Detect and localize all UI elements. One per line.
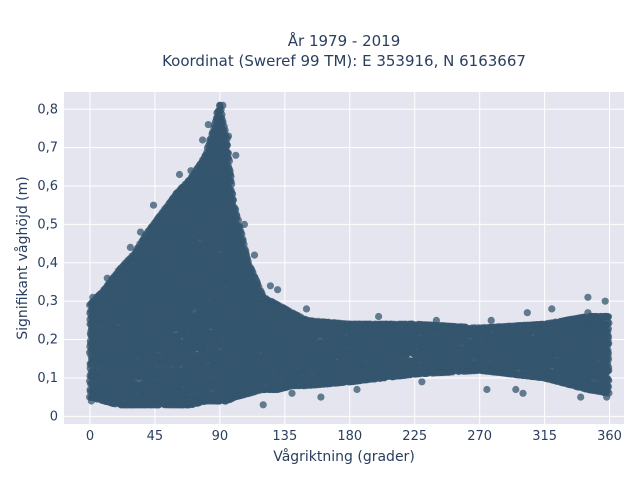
data-point [227,172,235,181]
data-point [223,141,231,149]
data-point [229,190,237,198]
data-point [225,157,233,165]
data-point [228,180,236,188]
data-point [229,196,237,204]
data-point [224,149,232,157]
data-points [86,101,613,409]
